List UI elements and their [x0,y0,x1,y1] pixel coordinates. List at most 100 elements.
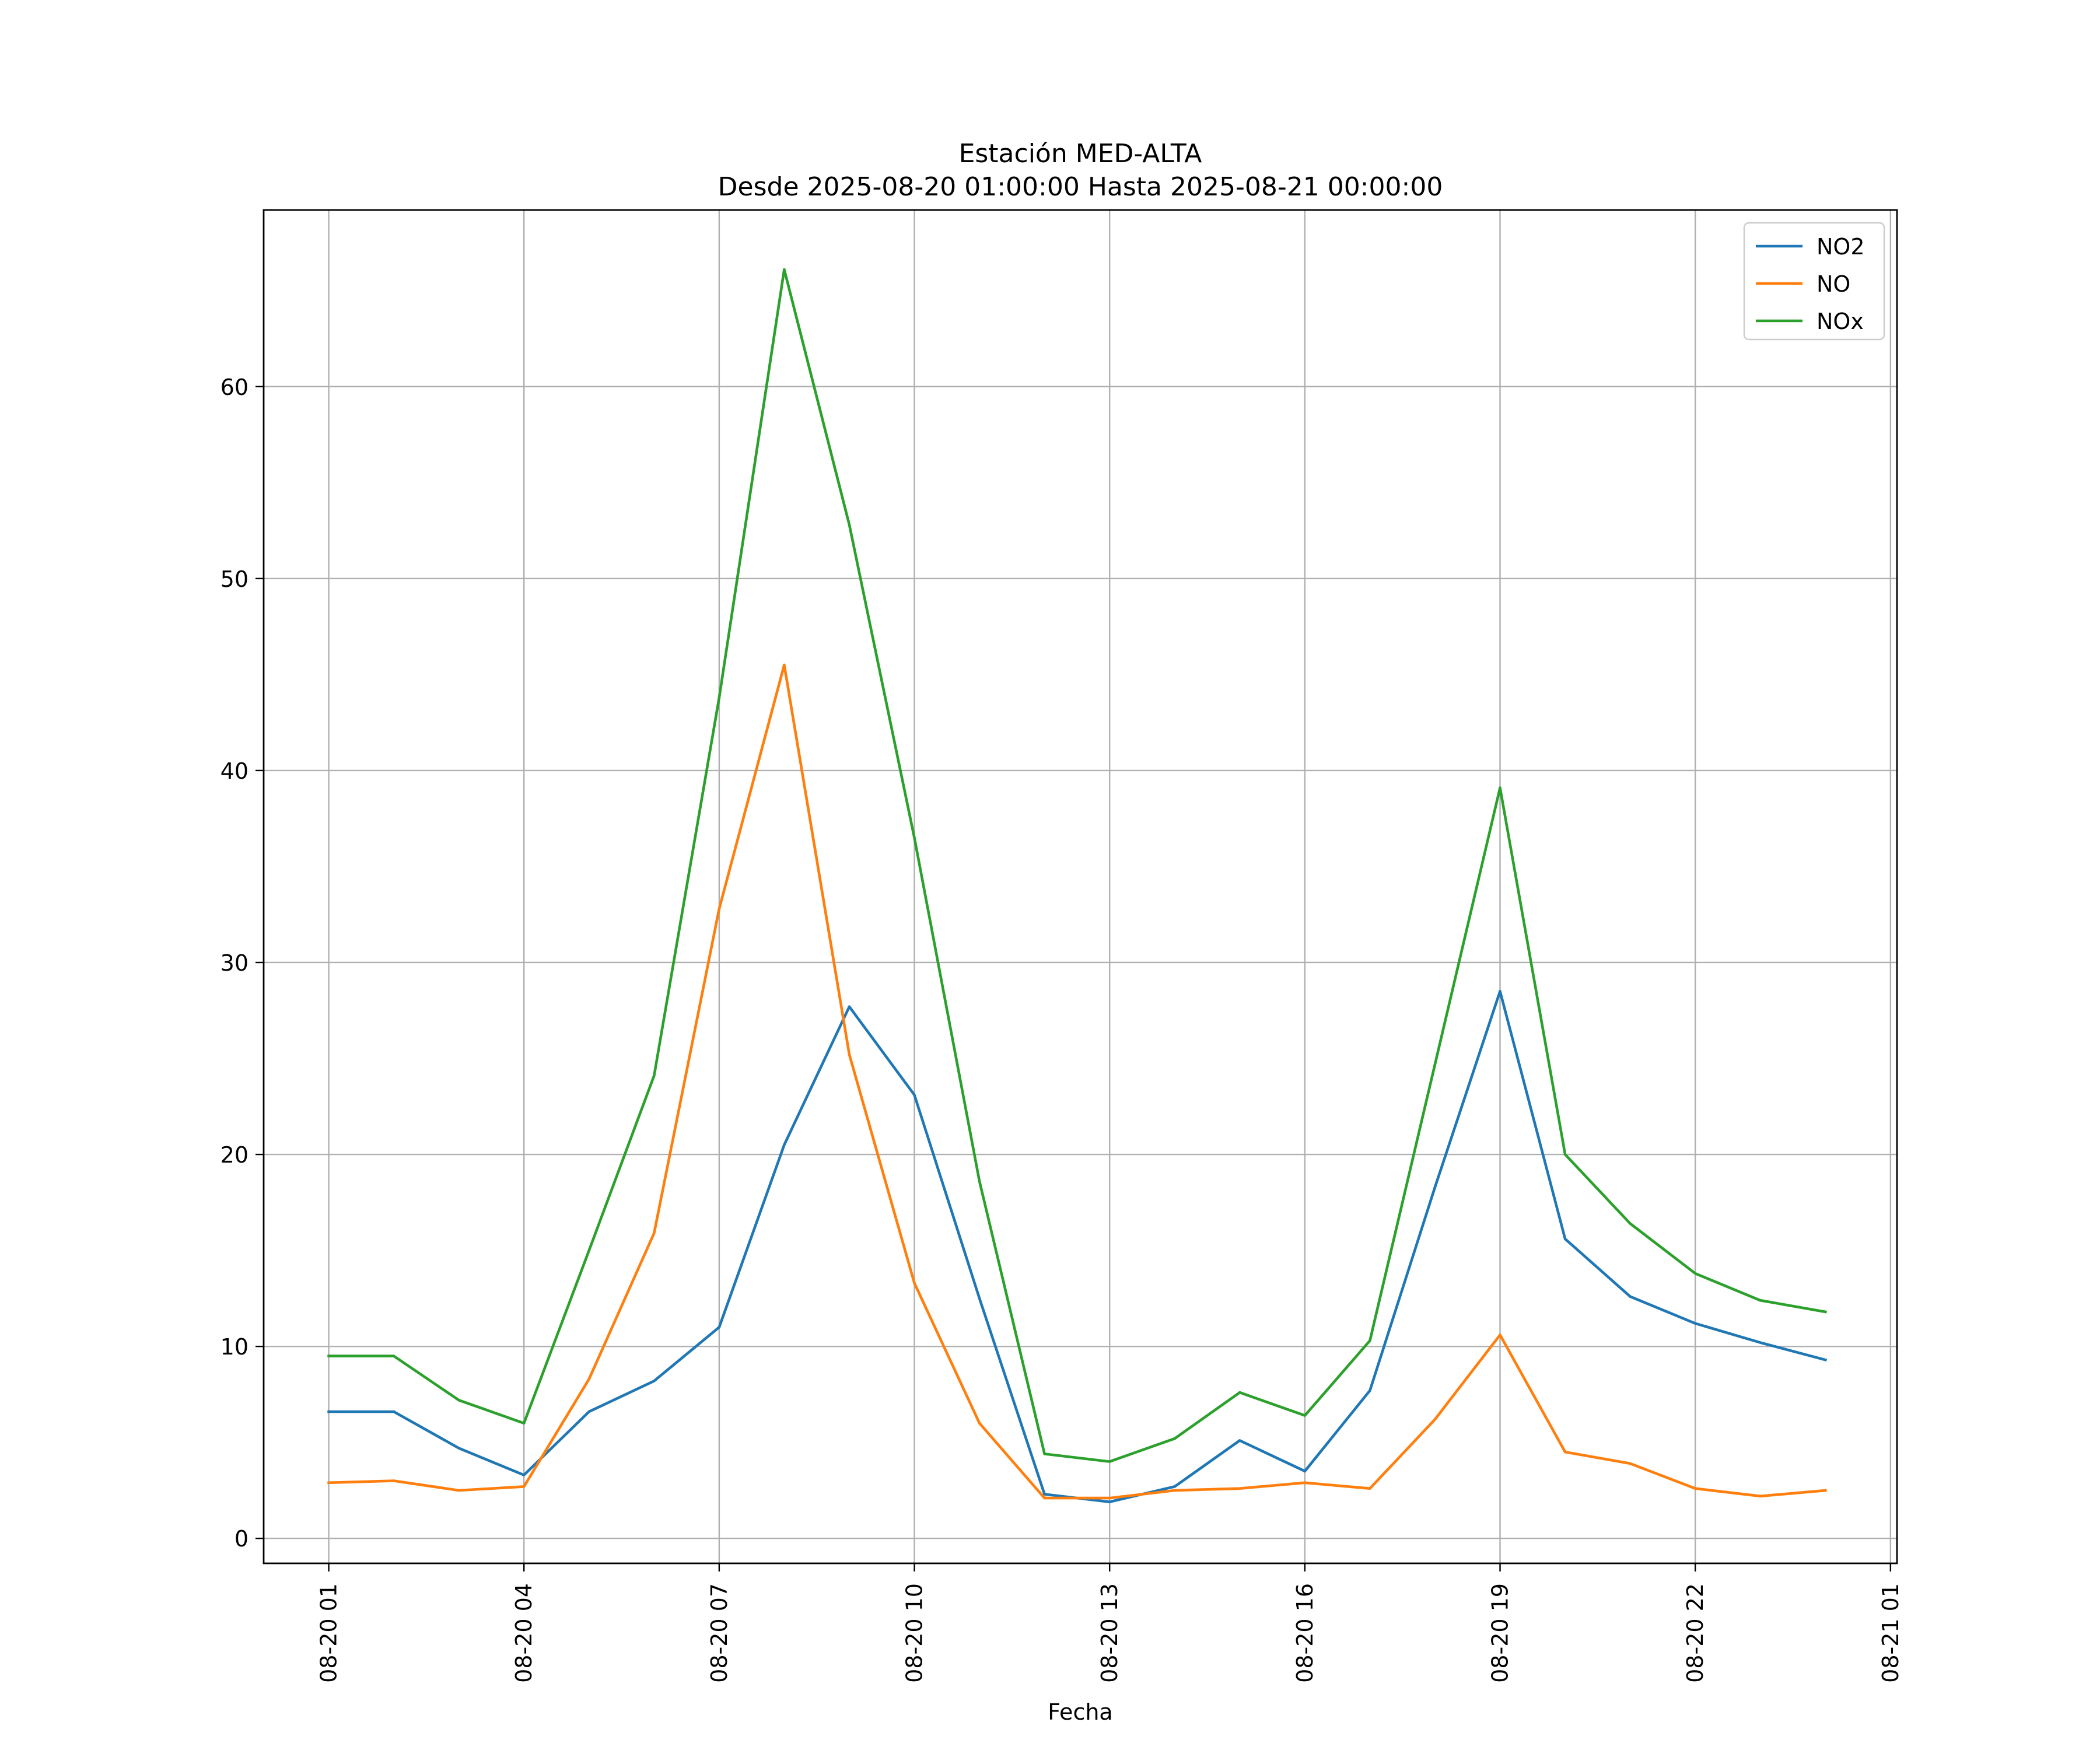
data-point [1108,1496,1111,1500]
data-point [587,1377,590,1381]
data-point [1694,1487,1697,1490]
data-point [848,523,851,526]
data-point [457,1399,460,1402]
legend-label: NO2 [1817,234,1865,260]
chart-subtitle: Desde 2025-08-20 01:00:00 Hasta 2025-08-… [718,172,1443,202]
data-point [1433,1063,1437,1066]
series-line-no2 [327,990,1828,1503]
data-point [1759,1494,1762,1497]
series-lines [327,268,1828,1503]
data-point [457,1447,460,1450]
data-point [978,1422,981,1424]
data-point [327,1354,330,1357]
data-point [1759,1341,1762,1344]
data-point [1303,1469,1307,1473]
data-point [783,1143,786,1146]
data-point [1043,1496,1046,1500]
data-point [1694,1272,1697,1275]
data-point [1499,1334,1502,1336]
data-point [1563,1237,1567,1241]
data-point [1303,1481,1307,1484]
y-tick-label: 60 [220,374,249,400]
data-point [848,1005,851,1008]
series-line-no [327,663,1827,1500]
data-point [718,907,721,911]
axis-ticks: 0 10 20 30 40 50 60 08-20 01 08-20 04 08-20 07 08-… [220,374,1903,1683]
y-tick-label: 10 [220,1334,249,1360]
legend: NO2 NO NOx [1743,222,1885,341]
y-tick-label: 20 [220,1142,249,1168]
data-point [457,1489,460,1492]
y-tick-label: 0 [235,1526,249,1552]
data-point [1108,1500,1111,1503]
x-tick-label: 08-20 13 [1097,1583,1122,1683]
x-tick-label: 08-20 04 [511,1583,537,1683]
chart-title: Estación MED-ALTA [959,139,1202,169]
x-tick-label: 08-20 01 [316,1583,342,1683]
data-point [587,1410,590,1413]
grid [264,210,1897,1563]
series-no2 [327,990,1828,1503]
data-point [392,1354,396,1357]
data-point [1173,1489,1177,1492]
data-point [1824,1310,1827,1314]
data-point [1368,1339,1371,1342]
y-tick-label: 40 [220,758,249,784]
data-point [1173,1437,1177,1440]
x-axis-label: Fecha [1048,1699,1112,1725]
data-point [1303,1414,1307,1417]
x-tick-label: 08-20 19 [1488,1583,1513,1683]
data-point [913,836,916,839]
data-point [1043,1493,1046,1496]
data-point [1824,1489,1827,1492]
data-point [653,1231,656,1235]
y-tick-label: 30 [220,950,249,976]
data-point [1694,1322,1697,1325]
data-point [913,1282,916,1284]
data-point [1433,1185,1437,1189]
data-point [1043,1452,1046,1455]
data-point [913,1093,916,1097]
data-point [1759,1299,1762,1302]
data-point [1563,1153,1567,1156]
data-point [1433,1418,1437,1421]
data-point [1824,1359,1827,1362]
data-point [1629,1462,1632,1465]
data-point [653,1380,656,1382]
data-point [783,663,786,667]
data-point [653,1074,656,1077]
data-point [1238,1439,1241,1442]
data-point [1368,1389,1371,1392]
series-nox [327,268,1827,1463]
data-point [1563,1450,1567,1454]
x-tick-label: 08-21 01 [1878,1583,1903,1683]
x-tick-label: 08-20 16 [1292,1583,1318,1683]
data-point [718,1326,721,1329]
data-point [1499,990,1502,993]
data-point [523,1422,526,1424]
data-point [523,1474,526,1476]
x-tick-label: 08-20 22 [1682,1583,1708,1683]
x-tick-label: 08-20 07 [706,1583,732,1683]
data-point [1629,1295,1632,1298]
series-no [327,663,1827,1500]
data-point [1368,1487,1371,1490]
data-point [1238,1391,1241,1394]
data-point [327,1410,330,1413]
data-point [327,1481,330,1484]
data-point [783,268,786,271]
y-tick-label: 50 [220,566,249,592]
data-point [978,1297,981,1300]
legend-box [1743,222,1885,341]
data-point [523,1485,526,1488]
data-point [392,1410,396,1413]
data-point [1238,1487,1241,1490]
data-point [1108,1460,1111,1463]
data-point [718,696,721,699]
data-point [392,1479,396,1482]
data-point [1173,1485,1177,1488]
data-point [1499,786,1502,789]
data-point [587,1249,590,1252]
data-point [1629,1222,1632,1225]
